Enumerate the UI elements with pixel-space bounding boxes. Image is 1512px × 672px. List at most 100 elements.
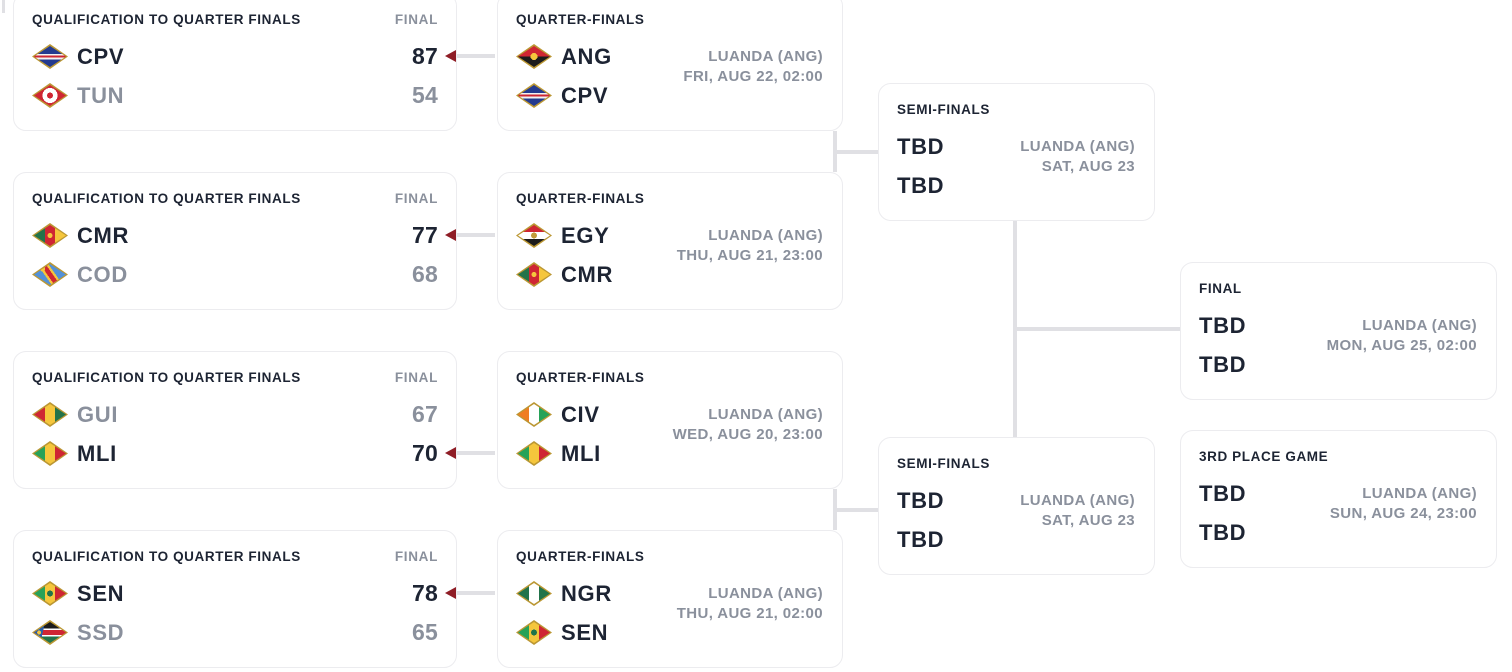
venue-info: LUANDA (ANG) SUN, AUG 24, 23:00 (1330, 484, 1477, 523)
cpv-flag-field (518, 85, 550, 106)
team-code: SSD (77, 619, 125, 645)
round-label: QUALIFICATION TO QUARTER FINALS (32, 548, 301, 564)
team-row: MLI 70 (32, 434, 438, 473)
cod-flag-field (34, 264, 66, 285)
team-row: TUN 54 (32, 76, 438, 115)
cmr-flag-icon (32, 223, 68, 248)
card-header: QUARTER-FINALS (516, 546, 824, 566)
sen-flag-icon (516, 620, 552, 645)
team-code: TBD (1199, 519, 1247, 545)
team-row: CMR 77 (32, 216, 438, 255)
card-header: FINAL (1199, 278, 1478, 298)
match-card-sf2[interactable]: SEMI-FINALS TBD TBD LUANDA (ANG) SAT, AUG 23 (878, 437, 1155, 575)
team-code: CMR (77, 222, 130, 248)
round-label: QUARTER-FINALS (516, 369, 645, 385)
gui-flag-icon (32, 402, 68, 427)
round-label: 3RD PLACE GAME (1199, 448, 1329, 464)
status-badge: FINAL (394, 369, 438, 385)
venue-info: LUANDA (ANG) SAT, AUG 23 (1020, 137, 1135, 176)
team-code: CIV (561, 401, 600, 427)
venue-name: LUANDA (ANG) (708, 585, 823, 602)
card-header: QUARTER-FINALS (516, 188, 824, 208)
team-code: SEN (77, 580, 125, 606)
egy-flag-field (518, 225, 550, 246)
venue-name: LUANDA (ANG) (708, 48, 823, 65)
card-header: SEMI-FINALS (897, 453, 1136, 473)
bracket-connector-line (456, 53, 495, 58)
team-score: 68 (411, 261, 438, 287)
card-header: QUARTER-FINALS (516, 367, 824, 387)
venue-name: LUANDA (ANG) (1362, 317, 1477, 334)
round-label: QUARTER-FINALS (516, 190, 645, 206)
team-score: 70 (411, 440, 438, 466)
winner-arrow-icon (445, 49, 456, 62)
match-card-q1[interactable]: QUALIFICATION TO QUARTER FINALS FINAL CPV 8… (13, 0, 457, 131)
match-card-qf3[interactable]: QUARTER-FINALS CIV MLI LUANDA (ANG) WED, AUG… (497, 351, 843, 489)
bracket-connector-line (456, 450, 495, 455)
match-card-p3[interactable]: 3RD PLACE GAME TBD TBD LUANDA (ANG) SUN, AUG… (1180, 430, 1497, 568)
match-card-q4[interactable]: QUALIFICATION TO QUARTER FINALS FINAL SEN 7… (13, 530, 457, 668)
match-datetime: FRI, AUG 22, 02:00 (683, 67, 823, 85)
team-row: CMR (516, 255, 824, 294)
mli-flag-field (34, 443, 66, 464)
team-score: 54 (411, 82, 438, 108)
venue-name: LUANDA (ANG) (1362, 485, 1477, 502)
team-code: COD (77, 261, 128, 287)
cpv-flag-icon (516, 83, 552, 108)
round-label: QUARTER-FINALS (516, 548, 645, 564)
team-code: TBD (1199, 351, 1247, 377)
team-row: TBD (1199, 345, 1478, 384)
team-code: GUI (77, 401, 119, 427)
match-card-q2[interactable]: QUALIFICATION TO QUARTER FINALS FINAL CMR 7… (13, 172, 457, 310)
status-badge: FINAL (394, 548, 438, 564)
team-row: TBD (897, 127, 1136, 166)
team-code: TBD (897, 526, 945, 552)
round-label: FINAL (1199, 280, 1242, 296)
team-row: MLI (516, 434, 824, 473)
bracket-connector-line (456, 232, 495, 237)
match-card-qf4[interactable]: QUARTER-FINALS NGR SEN LUANDA (ANG) THU, AUG… (497, 530, 843, 668)
bracket-connector-line (833, 149, 878, 154)
card-header: 3RD PLACE GAME (1199, 446, 1478, 466)
team-code: TBD (897, 487, 945, 513)
match-datetime: MON, AUG 25, 02:00 (1326, 336, 1477, 354)
match-card-q3[interactable]: QUALIFICATION TO QUARTER FINALS FINAL GUI 6… (13, 351, 457, 489)
mli-flag-icon (32, 441, 68, 466)
card-header: QUALIFICATION TO QUARTER FINALS FINAL (32, 188, 438, 208)
match-card-qf2[interactable]: QUARTER-FINALS EGY CMR LUANDA (ANG) THU, AUG… (497, 172, 843, 310)
team-row: SSD 65 (32, 613, 438, 652)
team-code: ANG (561, 43, 612, 69)
bracket-connector-line (833, 507, 878, 512)
venue-name: LUANDA (ANG) (1020, 138, 1135, 155)
team-code: TUN (77, 82, 125, 108)
team-score: 67 (411, 401, 438, 427)
round-label: SEMI-FINALS (897, 101, 990, 117)
card-header: QUALIFICATION TO QUARTER FINALS FINAL (32, 546, 438, 566)
round-label: SEMI-FINALS (897, 455, 990, 471)
team-code: NGR (561, 580, 612, 606)
team-row: TBD (897, 166, 1136, 205)
match-card-qf1[interactable]: QUARTER-FINALS ANG CPV LUANDA (ANG) FRI, AUG… (497, 0, 843, 131)
venue-info: LUANDA (ANG) SAT, AUG 23 (1020, 491, 1135, 530)
team-row: TBD (1199, 306, 1478, 345)
cpv-flag-field (34, 46, 66, 67)
ssd-flag-field (34, 622, 66, 643)
team-row: CIV (516, 395, 824, 434)
round-label: QUALIFICATION TO QUARTER FINALS (32, 11, 301, 27)
cmr-flag-field (34, 225, 66, 246)
match-datetime: THU, AUG 21, 02:00 (676, 604, 823, 622)
cmr-flag-field (518, 264, 550, 285)
venue-name: LUANDA (ANG) (708, 227, 823, 244)
card-header: QUALIFICATION TO QUARTER FINALS FINAL (32, 9, 438, 29)
status-badge: FINAL (394, 190, 438, 206)
winner-arrow-icon (445, 586, 456, 599)
team-row: SEN (516, 613, 824, 652)
match-card-f[interactable]: FINAL TBD TBD LUANDA (ANG) MON, AUG 25, 02:0… (1180, 262, 1497, 400)
team-row: COD 68 (32, 255, 438, 294)
card-header: SEMI-FINALS (897, 99, 1136, 119)
bracket-connector-line (1, 0, 5, 13)
team-code: TBD (897, 172, 945, 198)
match-card-sf1[interactable]: SEMI-FINALS TBD TBD LUANDA (ANG) SAT, AUG 23 (878, 83, 1155, 221)
cod-flag-icon (32, 262, 68, 287)
